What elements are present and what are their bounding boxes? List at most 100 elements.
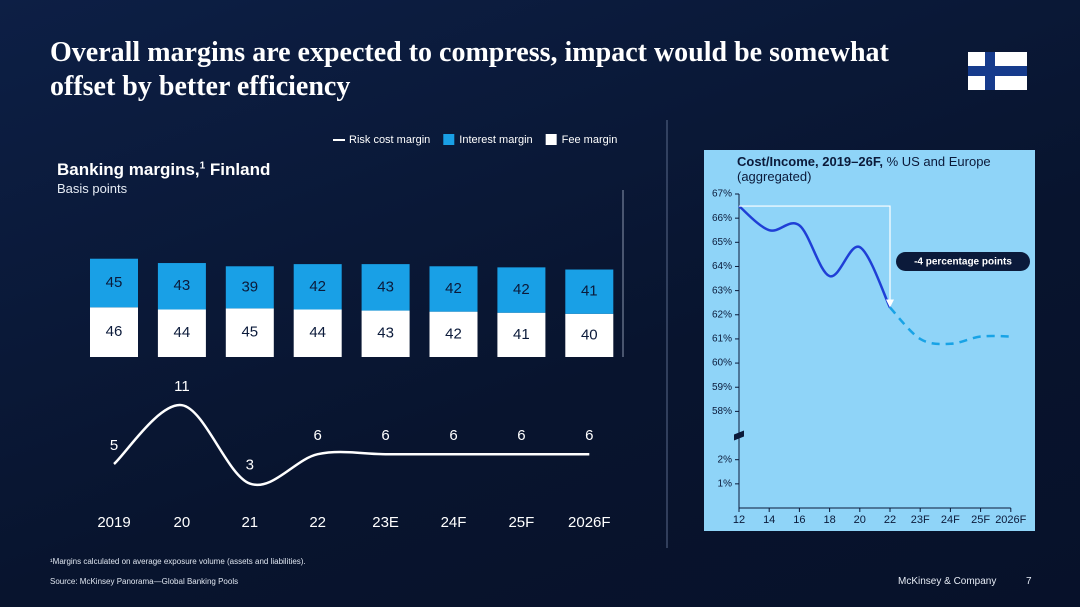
x-tick-label: 23E [372,514,399,531]
data-label: 42 [513,281,530,298]
y-tick-label: 63% [712,285,732,296]
x-tick-label: 23F [911,514,930,526]
bar-segment [497,312,546,357]
data-label: 43 [174,277,191,294]
bar-segment [90,307,138,357]
page-number: 7 [1026,576,1032,587]
x-tick-label: 25F [971,514,990,526]
data-label: 45 [106,274,123,291]
legend-label: Risk cost margin [349,134,430,146]
bar-segment [225,308,274,357]
data-label: 43 [377,325,394,342]
annotation-pill [896,252,1030,271]
data-label: 43 [377,278,394,295]
bar-segment [429,311,478,357]
brand: McKinsey & Company [898,576,997,587]
data-label: 11 [174,378,190,395]
title-text: Cost/Income, 2019–26F, [737,154,883,169]
x-tick-label: 24F [441,514,467,531]
x-tick-label: 25F [508,514,534,531]
bar-segment [361,310,410,357]
y-tick-label: 60% [712,358,732,369]
data-label: 42 [445,280,462,297]
y-tick-label: 67% [712,189,732,200]
y-tick-label: 66% [712,213,732,224]
line-actual [738,205,892,309]
bar-segment [293,264,342,310]
line-forecast [889,306,1011,346]
data-label: 44 [309,324,326,341]
flag-cross [968,66,1027,76]
data-label: 42 [309,278,326,295]
axis-break [734,430,744,441]
x-tick-label: 2026F [568,514,611,531]
bar-segment [361,264,410,311]
x-tick-label: 24F [941,514,960,526]
x-tick-label: 20 [854,514,866,526]
y-tick-label: 2% [718,454,733,465]
y-tick-label: 65% [712,237,732,248]
subtitle-text: % US and Europe (aggregated) [737,154,991,184]
title-text: Finland [205,160,271,179]
data-label: 46 [106,323,123,340]
data-label: 6 [314,427,322,444]
x-tick-label: 22 [884,514,896,526]
bar-segment [497,267,546,313]
footnote: ¹Margins calculated on average exposure … [50,557,306,566]
bar-segment [565,313,614,357]
x-tick-label: 2019 [97,514,130,531]
bar-segment [565,269,614,314]
slide-title: Overall margins are expected to compress… [50,37,889,102]
legend-label: Interest margin [459,134,532,146]
footnote-mark: 1 [199,160,206,172]
annotation-arrow [739,205,891,302]
data-label: 41 [581,283,598,300]
x-tick-label: 20 [174,514,191,531]
data-label: 5 [110,437,118,454]
data-label: 6 [585,427,593,444]
data-label: 6 [381,427,389,444]
x-tick-label: 14 [763,514,775,526]
y-tick-label: 62% [712,309,732,320]
arrow-head [886,299,894,308]
data-label: 45 [241,324,258,341]
bar-segment [157,263,206,310]
data-label: 42 [445,325,462,342]
y-tick-label: 61% [712,334,732,345]
data-label: 3 [246,457,254,474]
x-tick-label: 18 [823,514,835,526]
legend-label: Fee margin [562,134,618,146]
data-label: 40 [581,326,598,343]
y-tick-label: 1% [718,478,733,489]
y-tick-label: 58% [712,406,732,417]
data-label: 44 [174,324,191,341]
data-label: 39 [241,278,258,295]
x-tick-label: 16 [793,514,805,526]
y-tick-label: 64% [712,261,732,272]
chart-subtitle: Basis points [57,181,128,196]
bar-segment [429,266,478,312]
data-label: 41 [513,326,530,343]
bar-segment [225,266,274,309]
chart-panel [704,150,1035,531]
bar-segment [293,309,342,357]
source: Source: McKinsey Panorama—Global Banking… [50,577,239,586]
bar-segment [90,258,138,308]
line [113,403,590,487]
x-tick-label: 22 [309,514,326,531]
x-tick-label: 12 [733,514,745,526]
data-label: 6 [517,427,525,444]
chart-title: Banking margins,1 Finland [57,160,270,180]
title-text: Banking margins, [57,160,200,179]
y-tick-label: 59% [712,382,732,393]
chart-title: Cost/Income, 2019–26F, % US and Europe (… [737,154,1027,184]
x-tick-label: 2026F [995,514,1026,526]
flag [968,52,1027,90]
bar-segment [157,309,206,357]
x-tick-label: 21 [241,514,258,531]
legend-swatch [443,134,455,145]
annotation: -4 percentage points [914,257,1012,268]
data-label: 6 [449,427,457,444]
